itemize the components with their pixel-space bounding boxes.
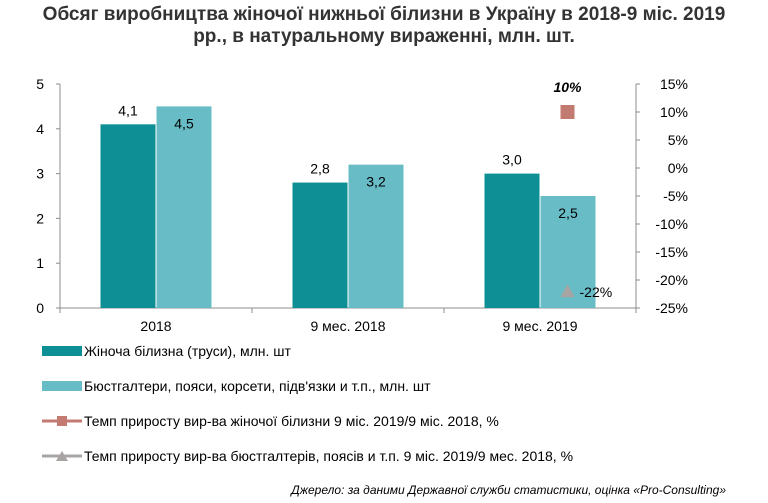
chart-title-line1: Обсяг виробництва жіночої нижньої білизн… [42,4,726,25]
legend-swatch-series3 [42,416,82,426]
legend-swatch-series1 [42,346,82,356]
y-left-tick-label: 4 [36,121,44,137]
marker-series4 [560,284,575,298]
data-label-series3: 10% [553,79,582,95]
bar-series1 [292,182,348,308]
y-right-tick-label: -15% [655,244,688,260]
data-label-series2: 3,2 [366,174,386,190]
legend-label-series4: Темп приросту вир-ва бюстгалтерів, поясі… [84,448,574,464]
y-left-tick-label: 2 [36,210,44,226]
y-right-tick-label: -10% [655,216,688,232]
y-left-tick-label: 3 [36,166,44,182]
marker-series3 [560,105,575,119]
x-tick-label: 9 мес. 2018 [310,318,385,334]
legend-swatch-series2 [42,381,82,391]
y-left-tick-label: 5 [36,76,44,92]
y-right-tick-label: -20% [655,272,688,288]
legend-label-series1: Жіноча білизна (труси), млн. шт [84,343,291,359]
bar-series1 [100,124,156,308]
x-tick-label: 9 мес. 2019 [502,318,577,334]
y-right-tick-label: 10% [660,104,688,120]
data-label-series2: 4,5 [174,115,194,131]
y-right-tick-label: 0% [668,160,688,176]
chart-title: Обсяг виробництва жіночої нижньої білизн… [0,4,768,48]
chart-title-line2: рр., в натуральному вираженні, млн. шт. [193,26,575,47]
x-tick-label: 2018 [140,318,171,334]
y-left-tick-label: 1 [36,255,44,271]
legend-label-series2: Бюстгалтери, пояси, корсети, підв'язки и… [84,378,431,394]
legend-label-series3: Темп приросту вир-ва жіночої білизни 9 м… [84,413,499,429]
bar-series2 [348,164,404,308]
y-right-tick-label: 5% [668,132,688,148]
data-label-series1: 2,8 [310,161,330,177]
bar-series2 [156,106,212,309]
y-right-tick-label: -5% [663,188,688,204]
legend-swatch-series4 [42,451,82,461]
y-right-tick-label: -25% [655,300,688,316]
y-right-tick-label: 15% [660,76,688,92]
y-left-tick-label: 0 [36,300,44,316]
data-label-series4: -22% [580,284,613,300]
data-label-series1: 4,1 [118,102,138,118]
data-label-series2: 2,5 [558,205,578,221]
data-label-series1: 3,0 [502,152,522,168]
bar-series1 [484,173,540,308]
source-note: Джерело: за даними Державної служби стат… [291,483,726,497]
